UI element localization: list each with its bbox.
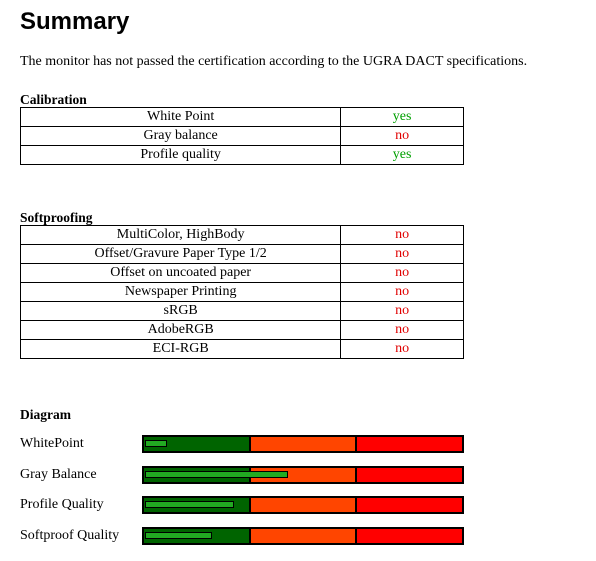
- calibration-label: White Point: [19, 107, 342, 127]
- diagram-row-whitepoint: WhitePoint: [20, 435, 464, 453]
- gauge-zone-good: [144, 437, 251, 451]
- table-row: ECI-RGB no: [19, 339, 464, 359]
- calibration-table: White Point yes Gray balance no Profile …: [19, 107, 464, 165]
- softproofing-label: Offset/Gravure Paper Type 1/2: [19, 244, 342, 264]
- gauge-zone-warning: [250, 529, 358, 543]
- calibration-result: yes: [340, 145, 464, 165]
- softproofing-label: AdobeRGB: [19, 320, 342, 340]
- diagram-label: Profile Quality: [20, 497, 104, 512]
- softproofing-result: no: [340, 320, 464, 340]
- table-row: sRGB no: [19, 301, 464, 321]
- diagram-label: Gray Balance: [20, 467, 97, 482]
- softproofing-table: MultiColor, HighBody no Offset/Gravure P…: [19, 225, 464, 359]
- gauge-level-bar: [145, 532, 212, 539]
- quality-gauge: [142, 527, 464, 545]
- softproofing-label: ECI-RGB: [19, 339, 342, 359]
- quality-gauge: [142, 466, 464, 484]
- diagram-label: WhitePoint: [20, 436, 84, 451]
- softproofing-result: no: [340, 339, 464, 359]
- table-row: Profile quality yes: [19, 145, 464, 165]
- quality-gauge: [142, 435, 464, 453]
- page-title: Summary: [20, 8, 130, 35]
- gauge-zone-fail: [357, 529, 463, 543]
- table-row: Offset/Gravure Paper Type 1/2 no: [19, 244, 464, 264]
- calibration-result: yes: [340, 107, 464, 127]
- softproofing-label: Newspaper Printing: [19, 282, 342, 302]
- gauge-zone-fail: [357, 468, 463, 482]
- softproofing-label: sRGB: [19, 301, 342, 321]
- diagram-heading: Diagram: [20, 407, 71, 422]
- gauge-zone-warning: [250, 437, 358, 451]
- table-row: Newspaper Printing no: [19, 282, 464, 302]
- diagram-label: Softproof Quality: [20, 528, 120, 543]
- quality-gauge: [142, 496, 464, 514]
- calibration-result: no: [340, 126, 464, 146]
- gauge-level-bar: [145, 471, 288, 478]
- gauge-level-bar: [145, 440, 167, 447]
- gauge-zone-warning: [250, 498, 358, 512]
- table-row: Gray balance no: [19, 126, 464, 146]
- softproofing-heading: Softproofing: [20, 210, 93, 225]
- softproofing-result: no: [340, 244, 464, 264]
- diagram-row-softproof-quality: Softproof Quality: [20, 527, 464, 545]
- softproofing-result: no: [340, 225, 464, 245]
- table-row: White Point yes: [19, 107, 464, 127]
- calibration-heading: Calibration: [20, 92, 87, 107]
- certification-statement: The monitor has not passed the certifica…: [20, 54, 528, 69]
- gauge-level-bar: [145, 501, 234, 508]
- softproofing-result: no: [340, 263, 464, 283]
- softproofing-result: no: [340, 282, 464, 302]
- diagram-row-profile-quality: Profile Quality: [20, 496, 464, 514]
- diagram-row-gray-balance: Gray Balance: [20, 466, 464, 484]
- softproofing-label: MultiColor, HighBody: [19, 225, 342, 245]
- calibration-label: Gray balance: [19, 126, 342, 146]
- table-row: MultiColor, HighBody no: [19, 225, 464, 245]
- gauge-zone-fail: [357, 498, 463, 512]
- table-row: AdobeRGB no: [19, 320, 464, 340]
- table-row: Offset on uncoated paper no: [19, 263, 464, 283]
- softproofing-label: Offset on uncoated paper: [19, 263, 342, 283]
- gauge-zone-fail: [357, 437, 463, 451]
- softproofing-result: no: [340, 301, 464, 321]
- calibration-label: Profile quality: [19, 145, 342, 165]
